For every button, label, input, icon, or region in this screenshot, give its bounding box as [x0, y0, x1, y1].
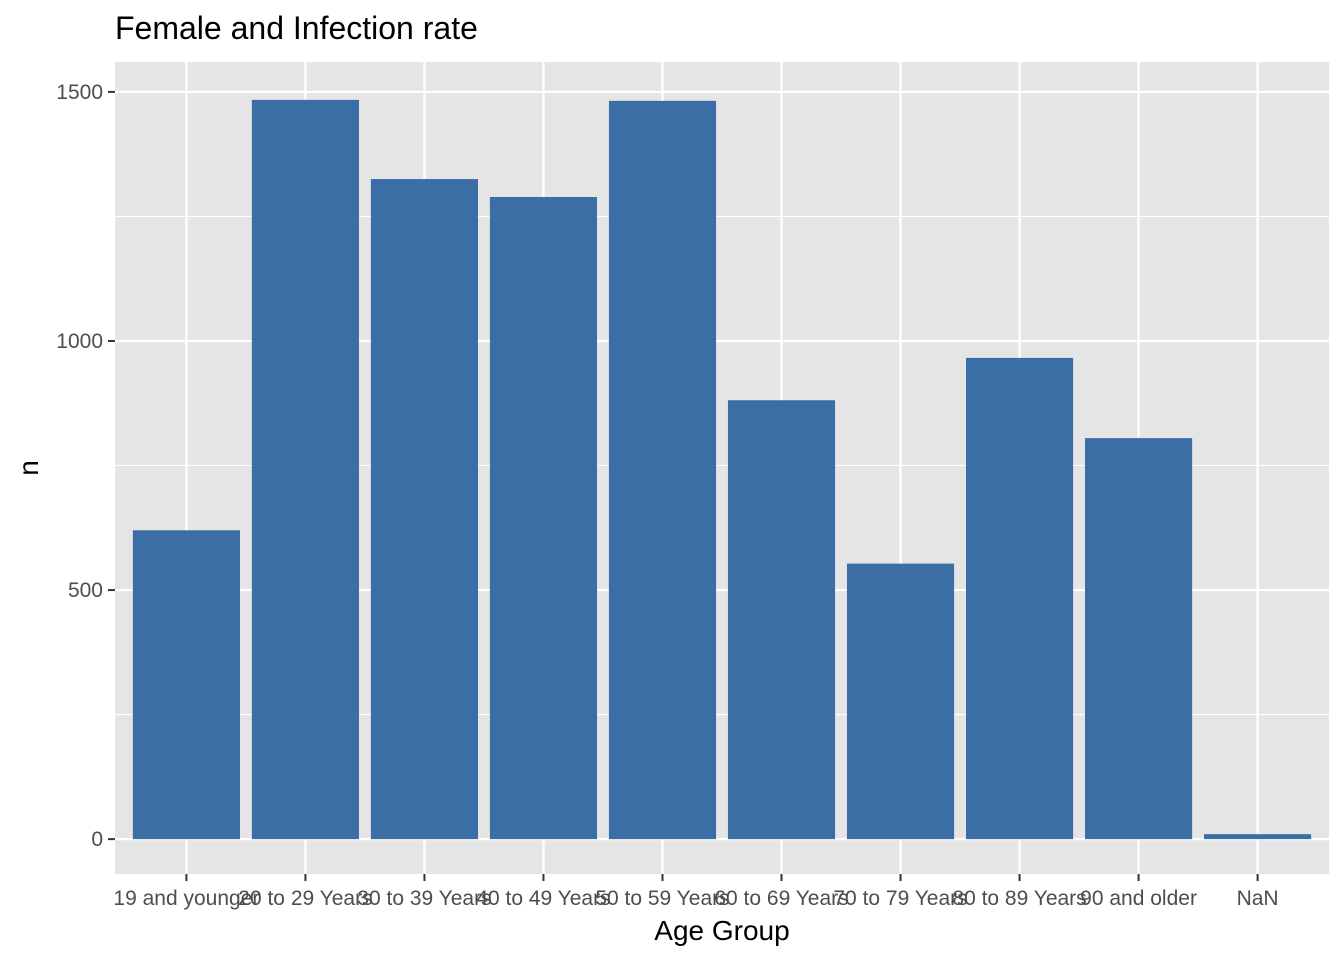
bar [489, 197, 598, 840]
x-tick-label: 19 and younger [113, 887, 259, 910]
x-axis-title: Age Group [654, 915, 789, 946]
y-tick-label: 0 [91, 828, 103, 851]
x-tick-label: 70 to 79 Years [833, 887, 967, 910]
bar [608, 100, 717, 840]
y-axis-title: n [13, 460, 44, 476]
bar [727, 400, 836, 840]
bar [1204, 834, 1312, 840]
y-axis: 0 500 1000 1500 [56, 81, 115, 851]
bar [1085, 438, 1193, 840]
x-tick-label: 30 to 39 Years [357, 887, 491, 910]
bar [251, 99, 359, 840]
x-tick-label: 90 and older [1080, 887, 1197, 910]
y-tick-label: 1500 [56, 81, 103, 104]
x-tick-label: 80 to 89 Years [952, 887, 1086, 910]
x-tick-label: 60 to 69 Years [714, 887, 848, 910]
x-tick-label: NaN [1237, 887, 1279, 910]
y-tick-label: 1000 [56, 330, 103, 353]
bar [370, 179, 479, 840]
x-tick-label: 20 to 29 Years [238, 887, 372, 910]
bars [132, 99, 1312, 840]
bar [965, 357, 1074, 840]
chart-title: Female and Infection rate [115, 10, 478, 46]
bar [846, 563, 955, 840]
bar [132, 530, 240, 840]
x-tick-label: 50 to 59 Years [595, 887, 729, 910]
x-tick-label: 40 to 49 Years [476, 887, 610, 910]
y-tick-label: 500 [68, 579, 103, 602]
